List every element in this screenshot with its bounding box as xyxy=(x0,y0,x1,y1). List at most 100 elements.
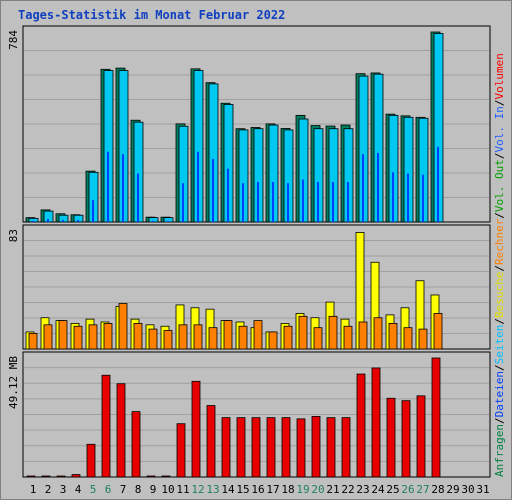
x-tick-label-10: 10 xyxy=(161,483,174,496)
bar-rechner-day-14-highlight xyxy=(225,321,227,348)
bar-dateien-day-5 xyxy=(92,200,94,222)
bar-volumen-day-11 xyxy=(176,423,186,478)
bar-besuche-day-15-highlight xyxy=(237,322,239,348)
bar-besuche-day-10-highlight xyxy=(162,327,164,348)
bar-rechner-day-13 xyxy=(208,327,218,350)
bar-rechner-day-25-highlight xyxy=(390,324,392,348)
bar-rechner-day-22-highlight xyxy=(345,327,347,348)
bar-seiten-day-18-highlight xyxy=(285,130,287,221)
bar-rechner-day-7-highlight xyxy=(120,304,122,348)
x-tick-label-16: 16 xyxy=(251,483,264,496)
bar-dateien-day-11 xyxy=(182,183,184,222)
bar-seiten-day-6-highlight xyxy=(105,71,107,221)
bar-besuche-day-27-highlight xyxy=(417,281,419,348)
bar-seiten-day-19-highlight xyxy=(300,120,302,221)
bar-rechner-day-3 xyxy=(58,320,68,350)
x-tick-label-4: 4 xyxy=(75,483,82,496)
legend-item-8: Rechner xyxy=(493,218,506,265)
x-tick-label-14: 14 xyxy=(221,483,235,496)
bar-dateien-day-9 xyxy=(152,220,154,222)
bar-volumen-day-23 xyxy=(356,373,366,478)
bar-besuche-day-20-highlight xyxy=(312,318,314,348)
bar-volumen-day-2 xyxy=(41,475,51,478)
bar-rechner-day-11-highlight xyxy=(180,325,182,348)
bar-volumen-day-14-highlight xyxy=(223,418,225,476)
bar-volumen-day-22-highlight xyxy=(343,418,345,476)
bar-rechner-day-16 xyxy=(253,320,263,350)
bar-rechner-day-2-highlight xyxy=(45,325,47,348)
bar-volumen-day-15-highlight xyxy=(238,418,240,476)
bar-besuche-day-14-highlight xyxy=(222,321,224,348)
bar-anfragen-day-7-highlight xyxy=(117,69,119,221)
bar-anfragen-day-10-highlight xyxy=(162,218,164,221)
bar-rechner-day-4 xyxy=(73,325,83,350)
legend-item-9: / xyxy=(493,212,506,219)
bar-rechner-day-9 xyxy=(148,328,158,350)
bar-rechner-day-28 xyxy=(433,313,443,350)
bar-besuche-day-1-highlight xyxy=(27,332,29,348)
x-tick-label-24: 24 xyxy=(371,483,385,496)
bar-rechner-day-12 xyxy=(193,324,203,350)
bar-volumen-day-28-highlight xyxy=(433,359,435,476)
bar-seiten-day-16-highlight xyxy=(255,129,257,221)
bar-volumen-day-3 xyxy=(56,475,66,478)
bar-dateien-day-13 xyxy=(212,158,214,222)
bar-rechner-day-5 xyxy=(88,324,98,350)
bar-volumen-day-8 xyxy=(131,411,141,478)
x-tick-label-22: 22 xyxy=(341,483,354,496)
bar-anfragen-day-18-highlight xyxy=(282,129,284,221)
bar-besuche-day-9-highlight xyxy=(147,325,149,348)
bar-volumen-day-9 xyxy=(146,475,156,478)
bar-volumen-day-5-highlight xyxy=(88,445,90,476)
x-tick-label-21: 21 xyxy=(326,483,339,496)
bar-rechner-day-24 xyxy=(373,317,383,350)
legend-item-10: Vol. Out xyxy=(493,159,506,212)
bar-volumen-day-20-highlight xyxy=(313,417,315,476)
bar-anfragen-day-6-highlight xyxy=(102,70,104,221)
bar-anfragen-day-2-highlight xyxy=(42,210,44,221)
bar-rechner-day-9-highlight xyxy=(150,330,152,348)
bar-rechner-day-16-highlight xyxy=(255,321,257,348)
bar-anfragen-day-22-highlight xyxy=(342,126,344,221)
bar-volumen-day-26 xyxy=(401,400,411,478)
bar-dateien-day-7 xyxy=(122,154,124,222)
bar-rechner-day-14 xyxy=(223,320,233,350)
bar-rechner-day-17 xyxy=(268,331,278,350)
bar-volumen-day-10 xyxy=(161,475,171,478)
bar-seiten-day-13-highlight xyxy=(210,84,212,221)
legend-item-1: / xyxy=(493,417,506,424)
chart-title: Tages-Statistik im Monat Februar 2022 xyxy=(18,8,286,22)
bar-dateien-day-14 xyxy=(227,168,229,222)
bar-dateien-day-15 xyxy=(242,183,244,222)
bar-rechner-day-20 xyxy=(313,327,323,350)
bar-volumen-day-24 xyxy=(371,367,381,478)
bar-rechner-day-7 xyxy=(118,303,128,350)
bar-seiten-day-1-highlight xyxy=(30,219,32,221)
bar-seiten-day-17-highlight xyxy=(270,126,272,221)
bar-rechner-day-10 xyxy=(163,330,173,350)
x-tick-label-3: 3 xyxy=(60,483,67,496)
bar-anfragen-day-17-highlight xyxy=(267,124,269,221)
bar-rechner-day-18 xyxy=(283,325,293,350)
bar-besuche-day-6-highlight xyxy=(102,322,104,348)
legend-item-0: Anfragen xyxy=(493,424,506,477)
bar-rechner-day-26 xyxy=(403,327,413,350)
bar-volumen-day-6 xyxy=(101,374,111,478)
x-tick-label-2: 2 xyxy=(45,483,52,496)
bar-rechner-day-20-highlight xyxy=(315,328,317,348)
bar-volumen-day-27-highlight xyxy=(418,396,420,476)
bar-seiten-day-2-highlight xyxy=(45,212,47,221)
bar-volumen-day-22 xyxy=(341,417,351,478)
bar-anfragen-day-9-highlight xyxy=(147,218,149,221)
bar-volumen-day-20 xyxy=(311,416,321,478)
bar-dateien-day-8 xyxy=(137,173,139,222)
bar-volumen-day-16 xyxy=(251,417,261,478)
x-tick-label-26: 26 xyxy=(401,483,414,496)
bar-volumen-day-17-highlight xyxy=(268,418,270,476)
bar-rechner-day-21-highlight xyxy=(330,317,332,348)
bar-besuche-day-22-highlight xyxy=(342,320,344,348)
bar-rechner-day-23 xyxy=(358,321,368,350)
bar-anfragen-day-14-highlight xyxy=(222,104,224,221)
bar-dateien-day-21 xyxy=(332,182,334,222)
bar-volumen-day-7 xyxy=(116,383,126,478)
